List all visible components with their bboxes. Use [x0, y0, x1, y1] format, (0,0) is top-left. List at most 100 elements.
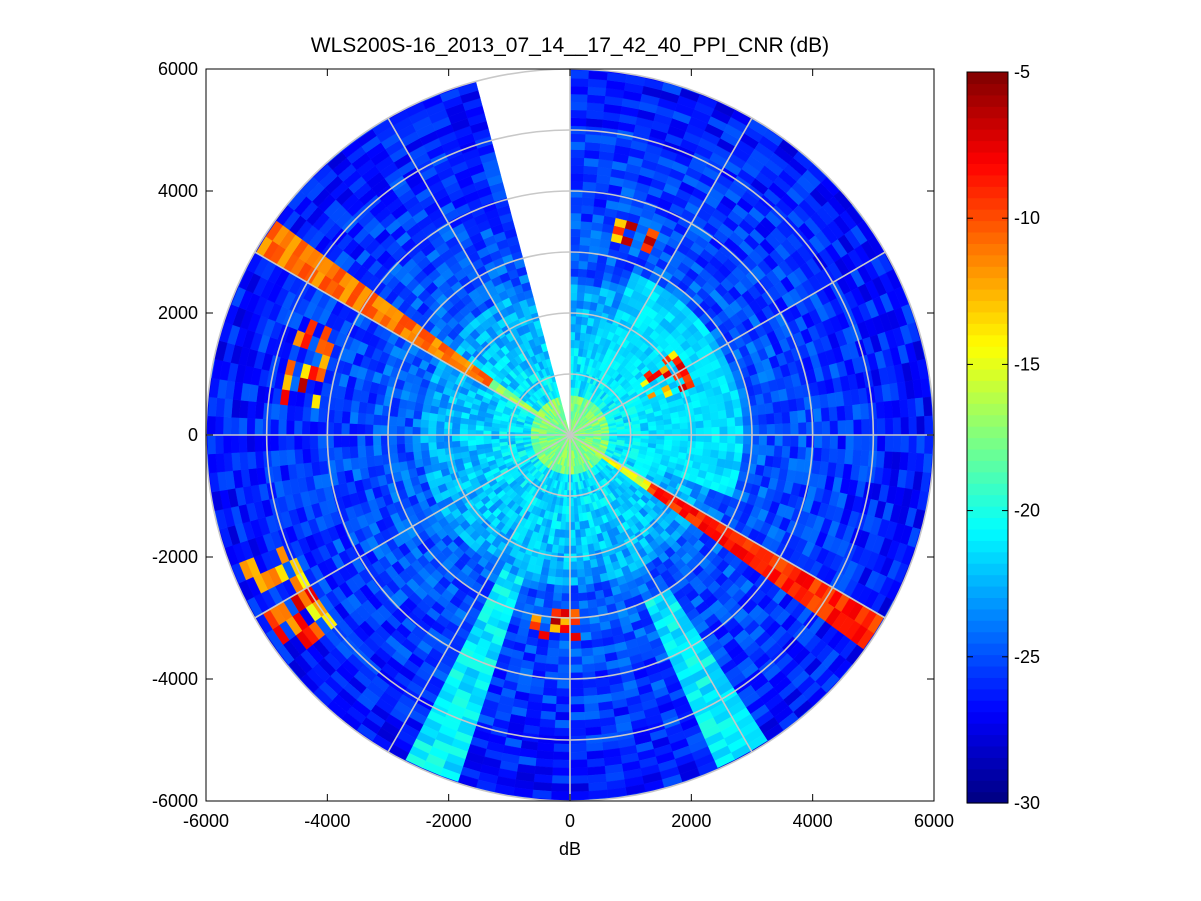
polar-cell [781, 411, 791, 425]
polar-cell [309, 407, 320, 422]
polar-cell [569, 664, 583, 674]
polar-cell [270, 450, 281, 467]
polar-cell [206, 415, 216, 436]
polar-cell [546, 575, 556, 586]
polar-cell [589, 237, 602, 248]
polar-cell [587, 765, 606, 776]
polar-cell [569, 141, 586, 151]
polar-cell [214, 416, 224, 436]
polar-cell [569, 759, 588, 769]
polar-cell [539, 718, 556, 729]
polar-cell [230, 434, 240, 454]
polar-cell [563, 537, 571, 547]
polar-cell [587, 86, 607, 97]
polar-cell [727, 426, 736, 436]
polar-cell [569, 593, 579, 602]
polar-cell [540, 702, 557, 713]
polar-cell [573, 497, 578, 507]
polar-cell [467, 434, 476, 441]
polar-cell [820, 407, 831, 422]
polar-cell [419, 426, 429, 436]
polar-cell [583, 292, 593, 303]
polar-cell [581, 197, 595, 207]
polar-cell [569, 117, 587, 127]
polar-cell [718, 442, 728, 452]
polar-cell [725, 408, 735, 419]
polar-cell [559, 624, 571, 634]
polar-cell [671, 417, 681, 425]
polar-cell [734, 416, 744, 427]
polar-cell [569, 69, 590, 79]
polar-cell [812, 447, 823, 462]
polar-cell [569, 93, 588, 103]
polar-cell [349, 411, 359, 425]
polar-cell [664, 429, 673, 436]
polar-cell [238, 417, 248, 436]
polar-cell [703, 427, 713, 436]
polar-cell [680, 428, 689, 436]
polar-cell [908, 416, 918, 436]
polar-cell [580, 228, 592, 239]
polar-cell [254, 434, 264, 452]
polar-cell [766, 434, 776, 447]
polar-cell [577, 276, 587, 286]
polar-cell [561, 577, 571, 586]
polar-cell [451, 434, 460, 442]
polar-cell [687, 434, 697, 442]
polar-cell [556, 680, 571, 690]
polar-cell [396, 443, 406, 454]
polar-cell [569, 109, 588, 119]
polar-cell [717, 450, 728, 461]
polar-cell [483, 438, 492, 445]
polar-cell [541, 695, 557, 705]
polar-cell [569, 727, 586, 737]
polar-cell [908, 434, 918, 454]
polar-cell [551, 783, 571, 793]
polar-cell [813, 434, 823, 449]
polar-cell [710, 419, 720, 428]
polar-cell [764, 402, 775, 415]
polar-cell [589, 622, 602, 633]
polar-cell [581, 663, 595, 673]
polar-cell [837, 434, 847, 450]
polar-cell [569, 212, 582, 222]
polar-cell [412, 434, 421, 444]
polar-cell [372, 444, 383, 456]
polar-cell [700, 405, 711, 415]
polar-cell [222, 434, 232, 454]
polar-cell [578, 608, 590, 618]
polar-cell [309, 448, 320, 463]
polar-cell [451, 422, 461, 430]
polar-cell [427, 441, 437, 451]
polar-cell [246, 417, 256, 436]
polar-cell [548, 631, 560, 642]
polar-cell [357, 445, 367, 458]
polar-cell [396, 425, 405, 436]
polar-cell [876, 418, 886, 436]
polar-cell [569, 688, 584, 697]
polar-cell [758, 434, 768, 446]
polar-cell [558, 648, 571, 658]
polar-cell [708, 403, 719, 413]
polar-cell [569, 133, 586, 143]
polar-cell [797, 446, 807, 461]
polar-cell [569, 292, 578, 301]
polar-cell [583, 157, 600, 168]
polar-cell [756, 454, 767, 467]
polar-cell [333, 446, 343, 461]
polar-cell [388, 425, 397, 436]
polar-cell [569, 704, 585, 713]
polar-cell [294, 448, 304, 465]
polar-cell [550, 791, 571, 801]
polar-cell [679, 422, 689, 430]
polar-cell [428, 412, 438, 422]
polar-cell [582, 173, 598, 183]
polar-cell [550, 608, 562, 618]
polar-cell [569, 157, 585, 166]
polar-cell [554, 568, 564, 578]
polar-cell [579, 236, 591, 246]
polar-cell [557, 545, 565, 555]
polar-cell [695, 434, 705, 443]
polar-cell [574, 521, 581, 531]
polar-cell [459, 445, 469, 453]
